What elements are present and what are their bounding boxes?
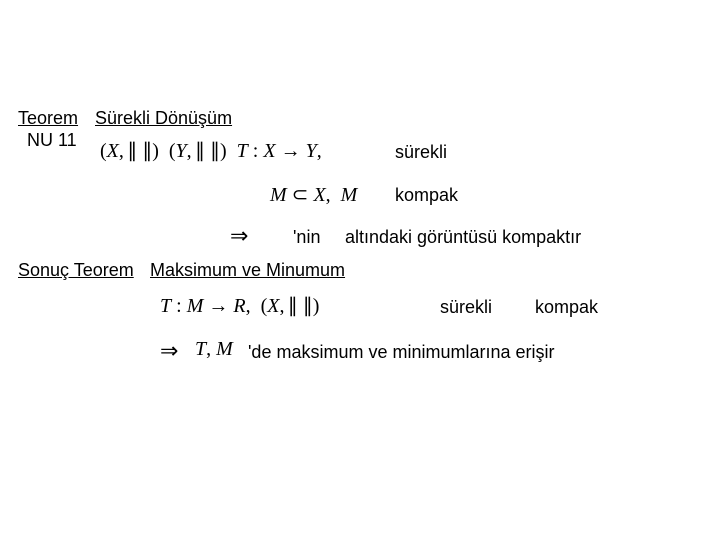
theorem-line2-tail: kompak <box>395 185 458 206</box>
theorem-line2-math: M ⊂ X, M <box>270 182 357 207</box>
theorem-line1-math: (X, ∥ ∥) (Y, ∥ ∥) T : X → Y, <box>100 138 322 163</box>
corollary-label: Sonuç Teorem <box>18 260 134 281</box>
corollary-title: Maksimum ve Minumum <box>150 260 345 281</box>
theorem-label: Teorem <box>18 108 78 129</box>
theorem-line3-arrow: ⇒ <box>230 223 248 249</box>
corollary-line1-tail2: kompak <box>535 297 598 318</box>
theorem-line3-nin: 'nin <box>293 227 320 248</box>
corollary-line1-math: T : M → R, (X, ∥ ∥) <box>160 293 319 318</box>
corollary-line1-tail1: sürekli <box>440 297 492 318</box>
theorem-code: NU 11 <box>27 130 77 151</box>
theorem-title: Sürekli Dönüşüm <box>95 108 232 129</box>
corollary-line2-arrow: ⇒ <box>160 338 178 364</box>
theorem-line3-tail: altındaki görüntüsü kompaktır <box>345 227 581 248</box>
corollary-line2-tail: 'de maksimum ve minimumlarına erişir <box>248 342 555 363</box>
corollary-line2-math: T, M <box>195 338 233 361</box>
theorem-line1-tail: sürekli <box>395 142 447 163</box>
